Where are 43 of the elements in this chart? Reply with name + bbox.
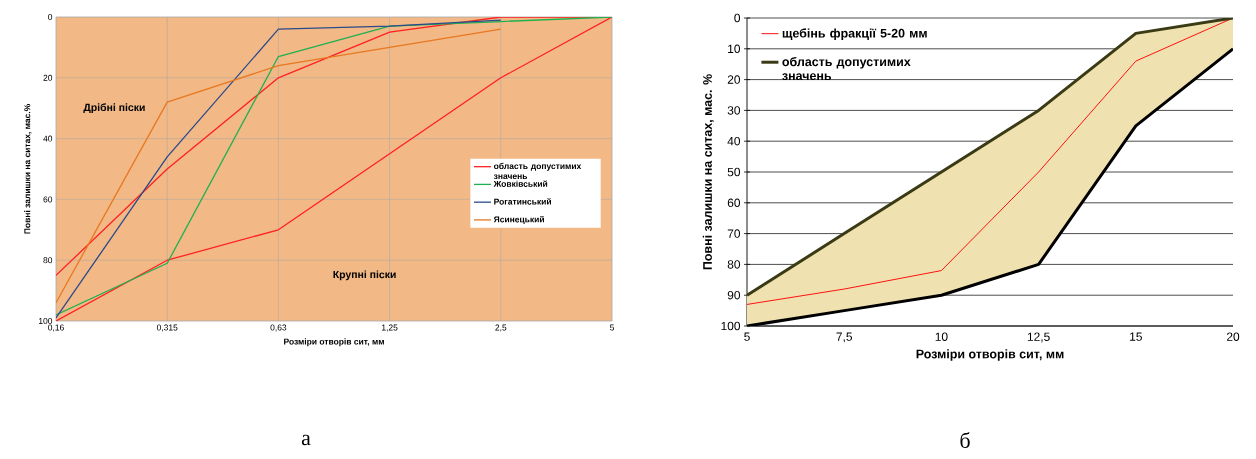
- x-tick-label: 1,25: [382, 324, 398, 332]
- x-tick-label: 15: [1130, 332, 1142, 341]
- y-axis-title: Повні залишки на ситах, мас. %: [702, 74, 714, 270]
- y-tick-label: 90: [727, 290, 741, 300]
- y-tick-label: 100: [38, 318, 53, 324]
- y-tick-label: 70: [727, 229, 741, 238]
- legend-label: область допустимих значень: [493, 162, 582, 180]
- legend-label: Ясинецький: [493, 216, 544, 225]
- x-tick-label: 0,315: [156, 324, 178, 332]
- y-tick-label: 10: [728, 44, 741, 54]
- x-tick-label: 10: [935, 332, 948, 341]
- y-tick-label: 40: [727, 136, 741, 146]
- y-tick-label: 60: [727, 198, 741, 208]
- annotation: Крупні піски: [333, 270, 396, 281]
- y-tick-label: 80: [727, 260, 741, 269]
- legend-label: область допустимих значень: [782, 56, 911, 81]
- x-tick-label: 5: [609, 324, 615, 331]
- x-tick-label: 0,63: [270, 324, 287, 332]
- text: а: [301, 434, 311, 446]
- y-tick-label: 80: [43, 257, 53, 264]
- x-tick-label: 12,5: [1027, 332, 1050, 343]
- x-axis-title: Розміри отворів сит, мм: [916, 349, 1064, 361]
- y-axis-title: Повні залишки на ситах, мас.%: [24, 104, 32, 234]
- y-tick-label: 20: [43, 74, 53, 81]
- y-tick-label: 100: [721, 321, 741, 331]
- y-tick-label: 20: [727, 75, 741, 84]
- y-tick-label: 0: [734, 13, 741, 23]
- text: б: [960, 432, 970, 448]
- x-tick-label: 5: [744, 332, 750, 341]
- y-tick-label: 0: [48, 14, 53, 20]
- legend-label: щебінь фракції 5-20 мм: [782, 28, 927, 41]
- y-tick-label: 60: [43, 196, 53, 203]
- x-tick-label: 2,5: [495, 324, 507, 332]
- y-tick-label: 50: [727, 167, 741, 177]
- x-tick-label: 7,5: [836, 332, 853, 343]
- y-tick-label: 40: [43, 135, 53, 142]
- x-tick-label: 20: [1226, 332, 1240, 341]
- annotation: Дрібні піски: [83, 103, 145, 114]
- y-tick-label: 30: [727, 106, 741, 115]
- x-axis-title: Розміри отворів сит, мм: [284, 338, 384, 347]
- legend-label: Жовківський: [493, 180, 548, 187]
- legend-label: Рогатинський: [494, 198, 551, 205]
- x-tick-label: 0,16: [48, 324, 64, 332]
